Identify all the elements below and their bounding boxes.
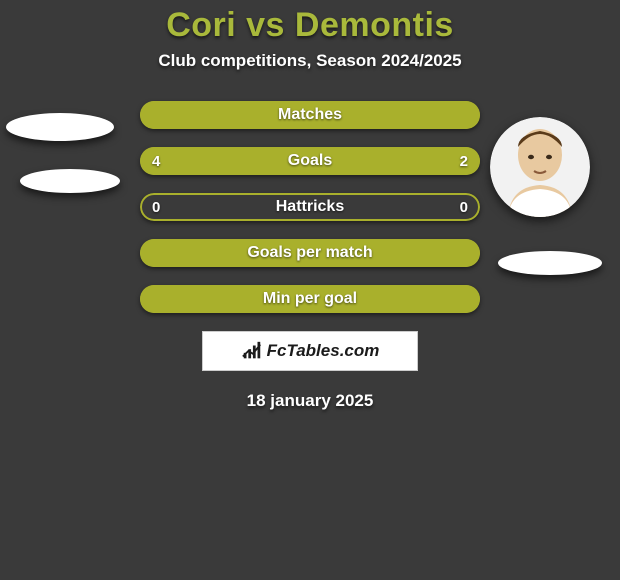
bar-label: Goals [140,147,480,175]
avatar-right-ellipse [498,251,602,275]
bar-label: Matches [140,101,480,129]
bar-row: Min per goal [140,285,480,313]
bar-row: Matches [140,101,480,129]
chart-icon [241,340,263,362]
comparison-chart: Matches Goals4 2 Hattricks0 0 Goals per match… [0,101,620,313]
bar-row: Goals per match [140,239,480,267]
bar-label: Min per goal [140,285,480,313]
bar-row: Hattricks0 0 [140,193,480,221]
bar-label: Hattricks [140,193,480,221]
bar-value-left: 4 [152,147,160,175]
brand-box: FcTables.com [202,331,418,371]
subtitle: Club competitions, Season 2024/2025 [0,51,620,71]
brand-text: FcTables.com [267,341,380,361]
bar-row: Goals4 2 [140,147,480,175]
avatar-left-ellipse-1 [6,113,114,141]
date-label: 18 january 2025 [0,391,620,411]
bar-value-right: 2 [460,147,468,175]
avatar-left-ellipse-2 [20,169,120,193]
bar-value-right: 0 [460,193,468,221]
bar-label: Goals per match [140,239,480,267]
avatar-right [490,117,590,217]
person-icon [490,117,590,217]
bars-container: Matches Goals4 2 Hattricks0 0 Goals per match… [140,101,480,313]
page-title: Cori vs Demontis [0,0,620,45]
bar-value-left: 0 [152,193,160,221]
